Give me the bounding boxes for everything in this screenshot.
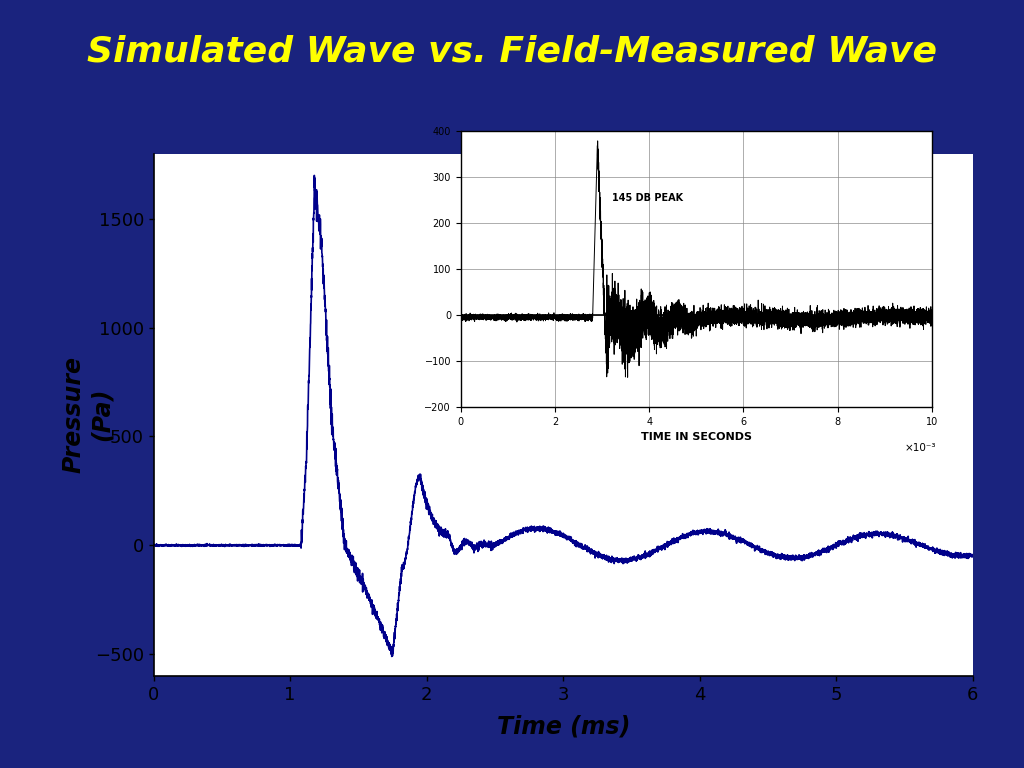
Text: ×10⁻³: ×10⁻³ bbox=[905, 443, 937, 453]
Y-axis label: Pressure
(Pa): Pressure (Pa) bbox=[61, 356, 114, 473]
Text: 145 DB PEAK: 145 DB PEAK bbox=[611, 193, 683, 203]
Text: Simulated Wave vs. Field-Measured Wave: Simulated Wave vs. Field-Measured Wave bbox=[87, 35, 937, 68]
X-axis label: TIME IN SECONDS: TIME IN SECONDS bbox=[641, 432, 752, 442]
X-axis label: Time (ms): Time (ms) bbox=[497, 715, 630, 739]
